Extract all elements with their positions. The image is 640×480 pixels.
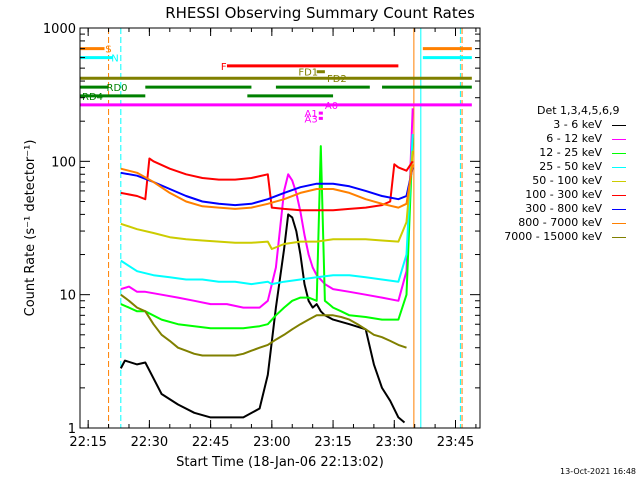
x-tick-label-6: 23:45	[437, 435, 474, 450]
legend-swatch	[612, 223, 626, 224]
legend-swatch	[612, 139, 626, 140]
series-line-3	[120, 134, 414, 286]
series-line-5	[120, 157, 414, 212]
y-tick-label-1: 10	[59, 289, 76, 304]
x-tick-label-2: 22:45	[192, 435, 229, 450]
flag-label-rd0: RD0	[107, 83, 128, 94]
x-tick-label-0: 22:15	[69, 435, 106, 450]
flag-label-rd4: RD4	[82, 92, 103, 103]
x-tick-label-5: 23:30	[376, 435, 413, 450]
legend-entry-label: 50 - 100 keV	[532, 174, 602, 187]
legend-swatch	[612, 237, 626, 238]
legend-entry-label: 25 - 50 keV	[539, 160, 602, 173]
series-line-4	[120, 150, 414, 250]
legend-entry-label: 3 - 6 keV	[553, 118, 602, 131]
legend-swatch	[612, 167, 626, 168]
legend-entry-label: 6 - 12 keV	[546, 132, 602, 145]
flag-label-fd2: FD2	[327, 74, 347, 85]
x-tick-label-4: 23:15	[314, 435, 351, 450]
legend-swatch	[612, 209, 626, 210]
x-tick-label-3: 23:00	[253, 435, 290, 450]
series-line-7	[120, 164, 414, 210]
legend-title: Det 1,3,4,5,6,9	[537, 104, 620, 117]
series-line-6	[120, 167, 414, 207]
legend-entry-label: 300 - 800 keV	[525, 202, 602, 215]
flag-label-fd1: FD1	[298, 68, 318, 79]
y-tick-label-2: 100	[51, 155, 76, 170]
series-line-1	[120, 108, 414, 309]
legend-entry-label: 12 - 25 keV	[539, 146, 602, 159]
plot-frame	[79, 27, 481, 429]
flag-label-a1: A1	[304, 109, 317, 120]
x-tick-label-1: 22:30	[131, 435, 168, 450]
series-line-8	[120, 293, 407, 357]
x-axis-label: Start Time (18-Jan-06 22:13:02)	[176, 455, 384, 470]
legend-entry-label: 7000 - 15000 keV	[504, 230, 602, 243]
footer-timestamp: 13-Oct-2021 16:48	[560, 467, 636, 476]
flag-label-n: N	[111, 54, 118, 65]
flag-label-s: S	[105, 45, 111, 56]
series-line-2	[120, 137, 414, 330]
legend-swatch	[612, 125, 626, 126]
legend-entry-label: 800 - 7000 keV	[518, 216, 602, 229]
flag-label-a3: A3	[304, 114, 317, 125]
y-tick-label-3: 1000	[43, 22, 76, 37]
flag-label-a0: A0	[325, 101, 338, 112]
chart-title: RHESSI Observing Summary Count Rates	[165, 4, 475, 22]
series-line-0	[119, 213, 406, 424]
legend-swatch	[612, 153, 626, 154]
flag-label-f: F	[221, 62, 227, 73]
legend-swatch	[612, 195, 626, 196]
legend-swatch	[612, 181, 626, 182]
y-axis-label: Count Rate (s⁻¹ detector⁻¹)	[23, 140, 38, 317]
legend-entry-label: 100 - 300 keV	[525, 188, 602, 201]
y-tick-label-0: 1	[68, 422, 76, 437]
